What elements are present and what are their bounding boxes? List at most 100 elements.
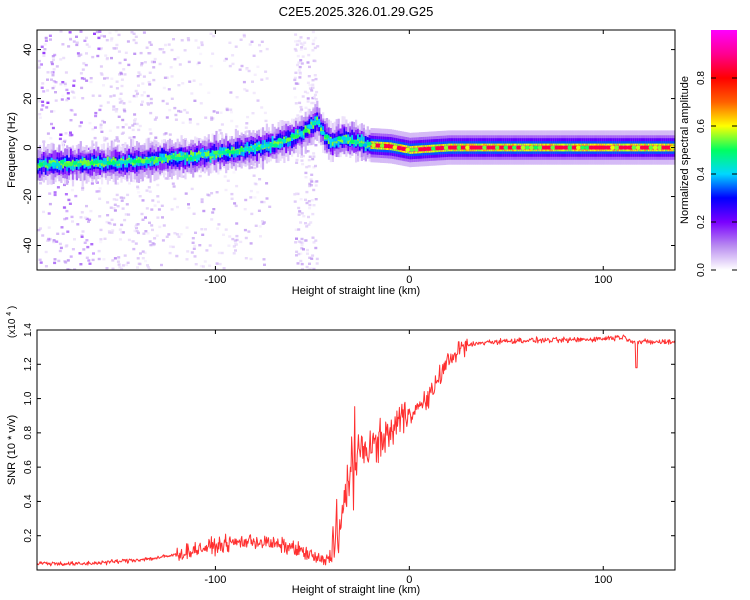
heatmap-cell bbox=[79, 216, 83, 219]
heatmap-cell bbox=[313, 93, 317, 97]
snr-panel: -100 0 100 0.2 0.4 0.6 0.8 1.0 1.2 1.4 Height of… bbox=[6, 306, 676, 596]
heatmap-cell bbox=[409, 147, 415, 152]
figure-title: C2E5.2025.326.01.29.G25 bbox=[279, 4, 434, 19]
heatmap-cell bbox=[499, 145, 504, 150]
heatmap-cell bbox=[200, 43, 204, 47]
heatmap-cell bbox=[661, 145, 667, 150]
heatmap-cell bbox=[126, 158, 129, 162]
colorbar-tick-label: 0.8 bbox=[696, 71, 707, 85]
heatmap-cell bbox=[151, 228, 154, 232]
heatmap-cell bbox=[309, 178, 313, 181]
heatmap-cell bbox=[146, 266, 150, 269]
heatmap-cell bbox=[209, 154, 212, 160]
heatmap-cell bbox=[46, 165, 49, 169]
heatmap-cell bbox=[306, 61, 310, 64]
heatmap-cell bbox=[50, 78, 53, 81]
heatmap-cell bbox=[306, 37, 310, 40]
heatmap-cell bbox=[296, 129, 300, 138]
heatmap-cell bbox=[42, 161, 48, 166]
heatmap-cell bbox=[76, 52, 80, 55]
heatmap-cell bbox=[327, 139, 331, 145]
heatmap-cell bbox=[99, 238, 103, 241]
heatmap-cell bbox=[537, 145, 543, 150]
heatmap-cell bbox=[299, 59, 303, 62]
heatmap-cell bbox=[100, 130, 104, 133]
heatmap-cell bbox=[110, 218, 114, 221]
heatmap-cell bbox=[554, 145, 560, 150]
heatmap-cell bbox=[111, 259, 115, 262]
heatmap-cell bbox=[97, 257, 101, 261]
heatmap-cell bbox=[294, 71, 298, 74]
heatmap-cell bbox=[122, 68, 126, 71]
heatmap-cell bbox=[60, 160, 63, 171]
heatmap-cell bbox=[298, 210, 302, 213]
heatmap-cell bbox=[299, 259, 303, 263]
heatmap-cell bbox=[93, 160, 99, 164]
heatmap-cell bbox=[100, 34, 104, 38]
heatmap-cell bbox=[357, 134, 360, 144]
heatmap-cell bbox=[360, 134, 363, 144]
heatmap-cell bbox=[91, 128, 95, 131]
heatmap-cell bbox=[115, 47, 118, 50]
heatmap-cell bbox=[301, 55, 305, 58]
heatmap-cell bbox=[194, 263, 198, 266]
heatmap-cell bbox=[68, 162, 74, 167]
heatmap-cell bbox=[165, 116, 169, 119]
heatmap-cell bbox=[224, 57, 228, 61]
heatmap-cell bbox=[190, 251, 194, 254]
heatmap-cell bbox=[300, 46, 304, 49]
heatmap-cell bbox=[115, 137, 119, 140]
heatmap-cell bbox=[132, 247, 136, 251]
heatmap-cell bbox=[293, 96, 297, 99]
heatmap-cell bbox=[173, 106, 177, 110]
heatmap-cell bbox=[253, 196, 257, 199]
heatmap-cell bbox=[106, 214, 110, 217]
heatmap-cell bbox=[135, 230, 139, 233]
heatmap-cell bbox=[308, 268, 312, 270]
heatmap-cell bbox=[120, 231, 124, 234]
heatmap-cell bbox=[116, 205, 120, 208]
heatmap-cell bbox=[71, 220, 74, 223]
heatmap-cell bbox=[256, 142, 259, 151]
heatmap-cell bbox=[113, 223, 117, 226]
heatmap-cell bbox=[173, 197, 177, 201]
heatmap-cell bbox=[264, 119, 268, 123]
heatmap-cell bbox=[188, 121, 192, 124]
heatmap-cell bbox=[169, 245, 173, 248]
heatmap-cell bbox=[253, 73, 257, 76]
heatmap-cell bbox=[95, 30, 99, 34]
heatmap-cell bbox=[106, 201, 110, 204]
heatmap-cell bbox=[91, 94, 95, 97]
heatmap-cell bbox=[260, 40, 264, 43]
heatmap-cell bbox=[157, 208, 161, 211]
heatmap-cell bbox=[137, 191, 141, 194]
heatmap-cell bbox=[320, 127, 323, 132]
heatmap-cell bbox=[367, 141, 372, 146]
heatmap-cell bbox=[277, 140, 280, 145]
heatmap-cell bbox=[89, 161, 95, 166]
heatmap-cell bbox=[260, 144, 266, 149]
heatmap-cell bbox=[324, 134, 330, 139]
snr-x-tick-label: 100 bbox=[594, 574, 612, 586]
heatmap-cell bbox=[520, 145, 526, 150]
heatmap-cell bbox=[308, 65, 311, 69]
heatmap-cell bbox=[119, 196, 123, 199]
heatmap-cell bbox=[57, 259, 61, 263]
heatmap-cell bbox=[59, 246, 63, 250]
heatmap-cell bbox=[142, 75, 146, 78]
heatmap-cell bbox=[567, 145, 573, 150]
heatmap-cell bbox=[300, 155, 303, 158]
heatmap-cell bbox=[39, 261, 43, 264]
heatmap-cell bbox=[85, 36, 88, 40]
heatmap-cell bbox=[297, 252, 301, 256]
heatmap-cell bbox=[529, 145, 534, 150]
heatmap-cell bbox=[102, 160, 108, 165]
heatmap-cell bbox=[252, 174, 256, 177]
heatmap-cell bbox=[161, 48, 165, 51]
heatmap-cell bbox=[210, 118, 214, 121]
heatmap-cell bbox=[122, 156, 125, 172]
heatmap-cell bbox=[314, 198, 318, 201]
heatmap-cell bbox=[72, 40, 76, 43]
heatmap-cell bbox=[183, 154, 189, 159]
heatmap-cell bbox=[307, 158, 311, 162]
